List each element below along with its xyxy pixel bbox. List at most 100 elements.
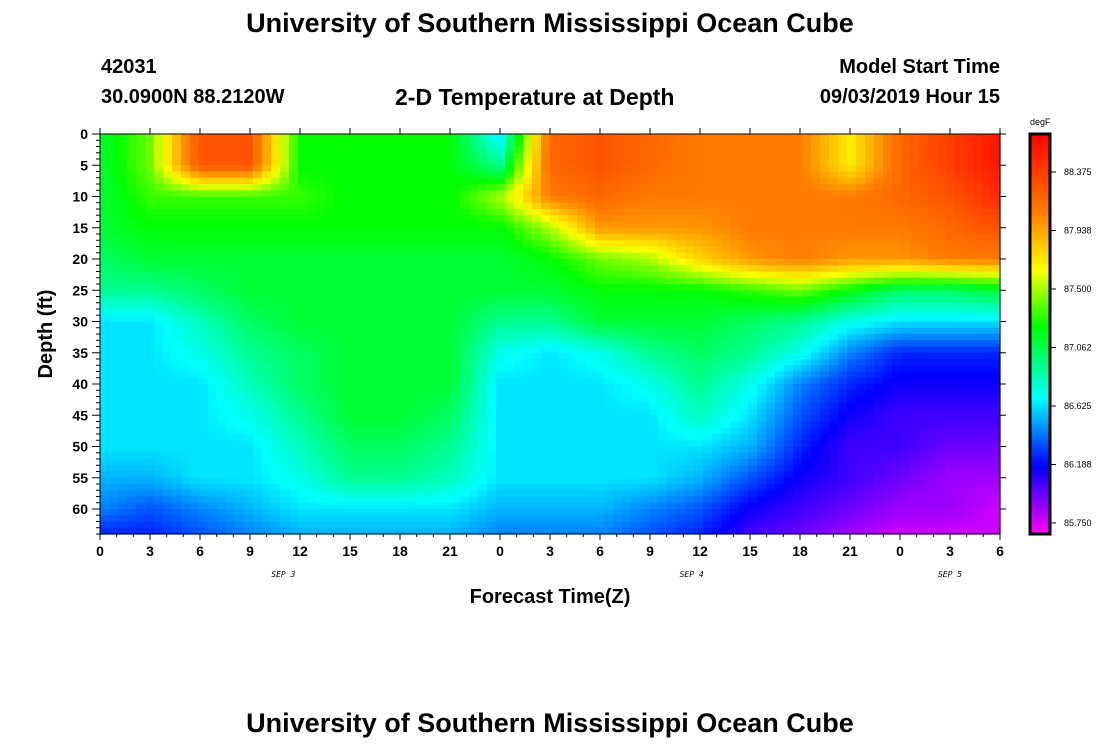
heatmap-cell [694, 415, 704, 423]
heatmap-cell [361, 340, 371, 348]
heatmap-cell [415, 196, 425, 204]
heatmap-cell [100, 227, 110, 235]
heatmap-cell [118, 196, 128, 204]
heatmap-cell [613, 184, 623, 191]
heatmap-cell [973, 134, 983, 141]
heatmap-cell [874, 365, 884, 373]
heatmap-cell [883, 277, 893, 285]
heatmap-cell [253, 165, 263, 173]
heatmap-cell [991, 146, 1001, 154]
heatmap-cell [550, 284, 560, 291]
heatmap-cell [856, 259, 866, 266]
heatmap-cell [829, 377, 839, 385]
heatmap-cell [595, 396, 605, 404]
heatmap-cell [694, 259, 704, 266]
heatmap-cell [928, 315, 938, 323]
heatmap-cell [406, 334, 416, 341]
heatmap-cell [811, 221, 821, 229]
heatmap-cell [622, 209, 632, 216]
heatmap-cell [298, 159, 308, 166]
heatmap-cell [955, 377, 965, 385]
heatmap-cell [217, 296, 227, 304]
heatmap-cell [370, 421, 380, 429]
heatmap-cell [532, 277, 542, 285]
heatmap-cell [343, 440, 353, 448]
heatmap-cell [325, 265, 335, 273]
heatmap-cell [172, 240, 182, 248]
heatmap-cell [604, 152, 614, 160]
heatmap-cell [991, 234, 1001, 241]
heatmap-cell [325, 365, 335, 373]
heatmap-cell [208, 409, 218, 416]
heatmap-cell [649, 327, 659, 335]
heatmap-cell [604, 440, 614, 448]
heatmap-cell [145, 377, 155, 385]
heatmap-cell [568, 184, 578, 191]
heatmap-cell [154, 402, 164, 410]
heatmap-cell [289, 165, 299, 173]
heatmap-cell [505, 371, 515, 379]
heatmap-cell [703, 315, 713, 323]
heatmap-cell [919, 290, 929, 298]
heatmap-cell [424, 240, 434, 248]
heatmap-cell [343, 159, 353, 166]
heatmap-cell [604, 296, 614, 304]
heatmap-cell [352, 140, 362, 148]
heatmap-cell [658, 384, 668, 391]
heatmap-cell [613, 202, 623, 210]
heatmap-cell [460, 234, 470, 241]
heatmap-cell [748, 165, 758, 173]
heatmap-cell [352, 315, 362, 323]
heatmap-cell [316, 196, 326, 204]
heatmap-cell [802, 227, 812, 235]
heatmap-cell [397, 309, 407, 316]
heatmap-cell [559, 177, 569, 185]
heatmap-cell [847, 146, 857, 154]
heatmap-cell [730, 284, 740, 291]
heatmap-cell [190, 402, 200, 410]
heatmap-cell [523, 309, 533, 316]
heatmap-cell [748, 346, 758, 354]
heatmap-cell [856, 365, 866, 373]
heatmap-cell [847, 159, 857, 166]
heatmap-cell [937, 309, 947, 316]
heatmap-cell [532, 259, 542, 266]
heatmap-cell [613, 190, 623, 198]
heatmap-cell [478, 215, 488, 223]
heatmap-cell [496, 315, 506, 323]
heatmap-cell [865, 346, 875, 354]
heatmap-cell [352, 365, 362, 373]
heatmap-cell [253, 396, 263, 404]
heatmap-cell [982, 190, 992, 198]
heatmap-cell [253, 421, 263, 429]
heatmap-cell [604, 434, 614, 441]
heatmap-cell [559, 434, 569, 441]
heatmap-cell [550, 409, 560, 416]
heatmap-cell [586, 384, 596, 391]
heatmap-cell [262, 196, 272, 204]
heatmap-cell [883, 434, 893, 441]
heatmap-cell [991, 415, 1001, 423]
heatmap-cell [307, 352, 317, 360]
heatmap-cell [190, 321, 200, 329]
heatmap-cell [667, 434, 677, 441]
heatmap-cell [964, 184, 974, 191]
heatmap-cell [946, 190, 956, 198]
heatmap-cell [955, 421, 965, 429]
heatmap-cell [757, 146, 767, 154]
heatmap-cell [397, 146, 407, 154]
heatmap-cell [235, 190, 245, 198]
heatmap-cell [163, 409, 173, 416]
heatmap-cell [154, 171, 164, 179]
heatmap-cell [451, 140, 461, 148]
heatmap-cell [982, 390, 992, 398]
heatmap-cell [442, 227, 452, 235]
heatmap-cell [496, 359, 506, 366]
heatmap-cell [550, 271, 560, 279]
heatmap-cell [559, 296, 569, 304]
heatmap-cell [730, 371, 740, 379]
heatmap-cell [928, 159, 938, 166]
heatmap-cell [730, 334, 740, 341]
heatmap-cell [505, 409, 515, 416]
heatmap-cell [820, 215, 830, 223]
